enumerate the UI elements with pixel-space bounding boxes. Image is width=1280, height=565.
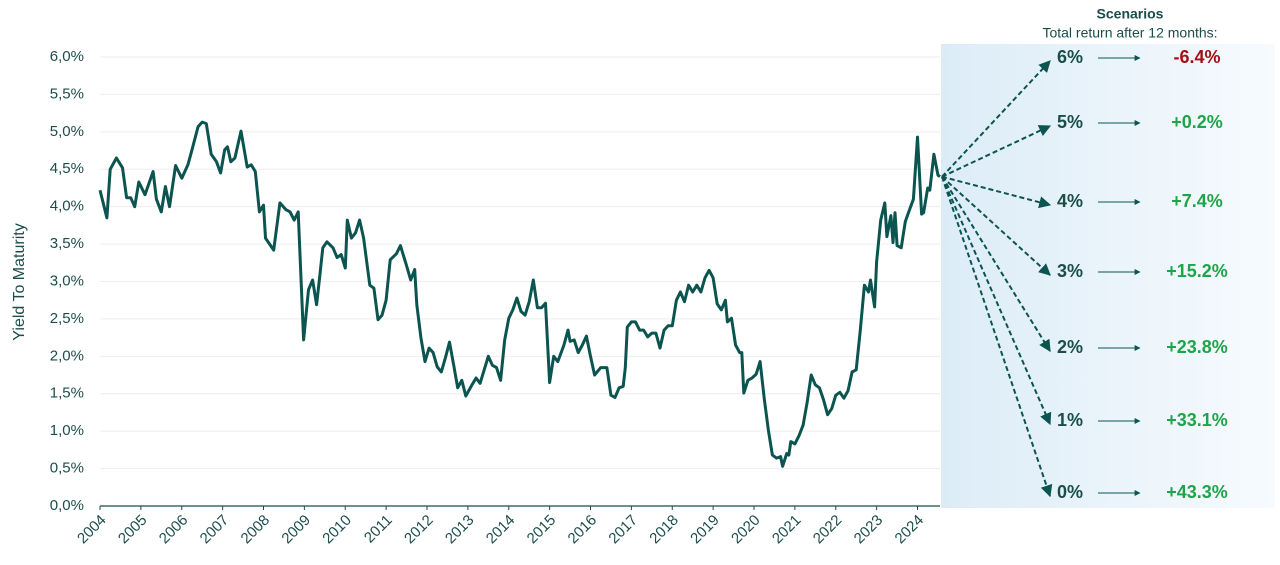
x-tick-label: 2024 — [892, 512, 928, 548]
y-tick-label: 0,5% — [50, 460, 84, 477]
x-tick-label: 2015 — [524, 512, 560, 548]
x-tick-label: 2021 — [769, 512, 805, 548]
scenario-return: +33.1% — [1166, 410, 1228, 430]
y-tick-label: 2,0% — [50, 347, 84, 364]
x-tick-label: 2022 — [810, 512, 846, 548]
scenario-subtitle: Total return after 12 months: — [1042, 25, 1217, 41]
y-tick-label: 4,5% — [50, 160, 84, 177]
x-tick-label: 2009 — [278, 512, 314, 548]
x-tick-label: 2013 — [442, 512, 478, 548]
scenario-arrow — [941, 125, 1052, 178]
y-tick-label: 0,0% — [50, 497, 84, 514]
x-tick-label: 2023 — [851, 512, 887, 548]
scenario-return: +23.8% — [1166, 337, 1228, 357]
scenario-arrow — [941, 175, 1051, 276]
y-tick-label: 5,5% — [50, 85, 84, 102]
y-axis-label: Yield To Maturity — [11, 223, 28, 340]
x-tick-label: 2012 — [401, 512, 437, 548]
scenario-title: Scenarios — [1097, 6, 1164, 22]
scenario-return: +0.2% — [1171, 112, 1223, 132]
x-tick-label: 2010 — [319, 512, 355, 548]
scenario-yield: 4% — [1057, 191, 1083, 211]
scenario-yield: 5% — [1057, 112, 1083, 132]
scenario-yield: 2% — [1057, 337, 1083, 357]
scenario-arrow — [941, 176, 1053, 498]
scenario-panel — [941, 44, 1275, 508]
scenario-arrow — [941, 175, 1052, 209]
scenario-return: +15.2% — [1166, 261, 1228, 281]
x-tick-label: 2008 — [238, 512, 274, 548]
scenario-yield: 0% — [1057, 482, 1083, 502]
scenario-arrow — [941, 176, 1052, 426]
scenario-yield: 3% — [1057, 261, 1083, 281]
y-tick-label: 6,0% — [50, 48, 84, 65]
y-tick-label: 5,0% — [50, 123, 84, 140]
x-tick-label: 2006 — [156, 512, 192, 548]
x-tick-label: 2016 — [565, 512, 601, 548]
x-tick-label: 2018 — [646, 512, 682, 548]
x-tick-label: 2007 — [197, 512, 233, 548]
y-tick-label: 1,0% — [50, 422, 84, 439]
x-tick-label: 2017 — [605, 512, 641, 548]
scenario-yield: 1% — [1057, 410, 1083, 430]
x-tick-label: 2004 — [74, 512, 110, 548]
x-tick-label: 2020 — [728, 512, 764, 548]
x-tick-label: 2011 — [361, 512, 396, 547]
scenario-arrow — [941, 60, 1051, 178]
scenario-return: +43.3% — [1166, 482, 1228, 502]
x-tick-label: 2005 — [115, 512, 151, 548]
y-tick-label: 4,0% — [50, 198, 84, 215]
y-tick-label: 3,5% — [50, 235, 84, 252]
x-tick-label: 2019 — [687, 512, 723, 548]
yield-line — [98, 120, 941, 468]
y-tick-label: 2,5% — [50, 310, 84, 327]
scenario-arrow — [941, 176, 1051, 353]
scenario-return: +7.4% — [1171, 191, 1223, 211]
scenario-yield: 6% — [1057, 47, 1083, 67]
y-tick-label: 1,5% — [50, 385, 84, 402]
x-tick-label: 2014 — [483, 512, 519, 548]
y-tick-label: 3,0% — [50, 272, 84, 289]
scenario-return: -6.4% — [1173, 47, 1220, 67]
